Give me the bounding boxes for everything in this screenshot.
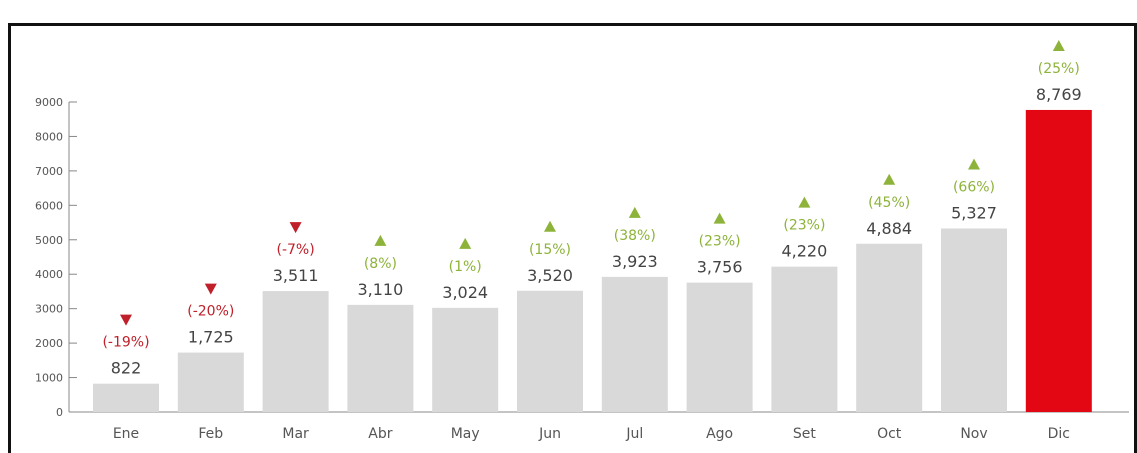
value-label: 822 — [111, 359, 142, 378]
bar-ene — [93, 383, 159, 412]
change-label: (23%) — [699, 234, 741, 250]
value-label: 3,511 — [273, 266, 319, 285]
change-label: (38%) — [614, 228, 656, 244]
bar-may — [432, 307, 499, 412]
x-tick-label: Oct — [877, 426, 902, 442]
up-arrow-icon — [374, 234, 387, 246]
up-arrow-icon — [713, 212, 726, 224]
up-arrow-icon — [1052, 39, 1065, 51]
up-arrow-icon — [968, 158, 980, 170]
bar-chart: 0 1000 2000 3000 4000 5000 6000 7000 8000 9000 En… — [35, 39, 1129, 442]
y-tick-label: 0 — [56, 406, 63, 419]
y-tick-label: 6000 — [35, 199, 63, 212]
change-label: (-20%) — [187, 304, 234, 320]
y-tick-label: 5000 — [35, 234, 63, 247]
labels: Ene 822 (-19%) Feb 1,725 (-20%) Mar 3,511 (-7%) A… — [102, 39, 1082, 442]
bar-jul — [601, 276, 668, 412]
value-label: 8,769 — [1036, 85, 1082, 104]
change-label: (15%) — [529, 242, 571, 258]
up-arrow-icon — [544, 220, 556, 232]
value-label: 3,110 — [357, 280, 403, 299]
bar-ago — [686, 282, 753, 412]
value-label: 4,220 — [781, 242, 827, 261]
y-tick-label: 7000 — [35, 165, 63, 178]
down-arrow-icon — [120, 314, 132, 326]
bar-jun — [517, 290, 583, 412]
change-label: (25%) — [1038, 61, 1080, 77]
x-tick-label: Ago — [706, 426, 733, 442]
change-label: (45%) — [868, 195, 910, 211]
up-arrow-icon — [883, 173, 896, 185]
change-label: (8%) — [364, 256, 397, 272]
bar-mar — [262, 291, 329, 412]
bar-set — [771, 266, 838, 412]
y-tick-label: 9000 — [35, 96, 63, 109]
chart-frame: 0 1000 2000 3000 4000 5000 6000 7000 8000 9000 En… — [8, 23, 1137, 453]
value-label: 3,024 — [442, 283, 488, 302]
down-arrow-icon — [289, 222, 302, 234]
x-tick-label: Jun — [538, 426, 561, 442]
value-label: 3,756 — [697, 258, 743, 277]
y-tick-label: 2000 — [35, 337, 63, 350]
change-label: (23%) — [783, 218, 825, 234]
value-label: 3,520 — [527, 266, 573, 285]
x-tick-label: Abr — [368, 426, 392, 442]
top-strip — [0, 0, 1137, 22]
bars — [93, 109, 1092, 412]
up-arrow-icon — [459, 237, 472, 249]
x-tick-label: Nov — [960, 426, 987, 442]
y-tick-label: 4000 — [35, 268, 63, 281]
bar-nov — [941, 228, 1007, 412]
x-tick-label: Dic — [1048, 426, 1070, 442]
change-label: (-19%) — [102, 335, 149, 351]
x-tick-label: Feb — [198, 426, 223, 442]
up-arrow-icon — [798, 196, 811, 208]
bar-feb — [177, 352, 244, 412]
value-label: 5,327 — [951, 204, 997, 223]
x-tick-label: Set — [793, 426, 817, 442]
x-tick-label: Mar — [282, 426, 309, 442]
down-arrow-icon — [204, 283, 217, 295]
x-tick-label: May — [451, 426, 480, 442]
bar-abr — [347, 304, 414, 412]
change-label: (-7%) — [277, 242, 315, 258]
change-label: (66%) — [953, 180, 995, 196]
x-tick-label: Jul — [625, 426, 643, 442]
y-tick-label: 1000 — [35, 372, 63, 385]
value-label: 4,884 — [866, 219, 912, 238]
y-tick-label: 8000 — [35, 130, 63, 143]
value-label: 1,725 — [188, 328, 234, 347]
x-tick-label: Ene — [113, 426, 139, 442]
value-label: 3,923 — [612, 252, 658, 271]
bar-dic — [1025, 109, 1092, 412]
change-label: (1%) — [449, 259, 482, 275]
up-arrow-icon — [628, 206, 641, 218]
bar-oct — [856, 243, 923, 412]
y-tick-label: 3000 — [35, 303, 63, 316]
